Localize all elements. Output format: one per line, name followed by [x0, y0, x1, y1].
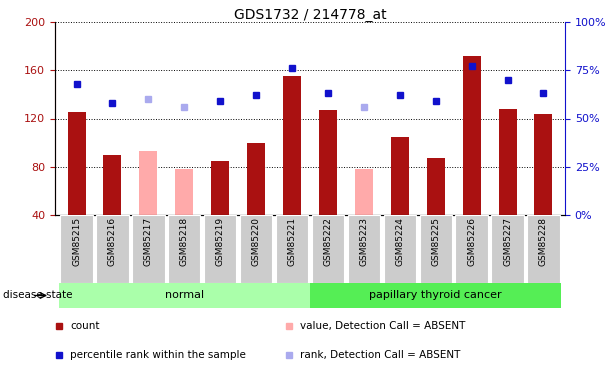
- Text: GSM85215: GSM85215: [72, 217, 81, 266]
- Text: GSM85221: GSM85221: [288, 217, 297, 266]
- Text: GSM85219: GSM85219: [216, 217, 225, 266]
- Bar: [312, 215, 344, 283]
- Text: GSM85222: GSM85222: [323, 217, 333, 266]
- Text: GSM85223: GSM85223: [359, 217, 368, 266]
- Bar: [60, 215, 92, 283]
- Bar: [384, 215, 416, 283]
- Bar: [455, 215, 488, 283]
- Bar: [527, 215, 559, 283]
- Text: normal: normal: [165, 291, 204, 300]
- Text: GSM85220: GSM85220: [252, 217, 261, 266]
- Text: GSM85217: GSM85217: [144, 217, 153, 266]
- Text: GSM85225: GSM85225: [431, 217, 440, 266]
- Bar: [247, 142, 265, 215]
- Text: GSM85224: GSM85224: [395, 217, 404, 266]
- Bar: [240, 215, 272, 283]
- Bar: [139, 151, 157, 215]
- Bar: [67, 112, 86, 215]
- Bar: [276, 215, 308, 283]
- Text: rank, Detection Call = ABSENT: rank, Detection Call = ABSENT: [300, 350, 460, 360]
- Bar: [427, 158, 444, 215]
- Text: GSM85228: GSM85228: [539, 217, 548, 266]
- Bar: [463, 56, 480, 215]
- Bar: [310, 283, 561, 308]
- Text: GSM85218: GSM85218: [180, 217, 189, 266]
- Bar: [283, 76, 301, 215]
- Bar: [211, 161, 229, 215]
- Text: disease state: disease state: [3, 291, 72, 300]
- Bar: [168, 215, 201, 283]
- Bar: [499, 109, 517, 215]
- Text: GSM85216: GSM85216: [108, 217, 117, 266]
- Text: percentile rank within the sample: percentile rank within the sample: [71, 350, 246, 360]
- Bar: [58, 283, 310, 308]
- Bar: [175, 169, 193, 215]
- Bar: [491, 215, 523, 283]
- Text: GSM85227: GSM85227: [503, 217, 512, 266]
- Bar: [204, 215, 237, 283]
- Text: papillary thyroid cancer: papillary thyroid cancer: [370, 291, 502, 300]
- Bar: [319, 110, 337, 215]
- Text: count: count: [71, 321, 100, 331]
- Bar: [420, 215, 452, 283]
- Bar: [391, 136, 409, 215]
- Bar: [103, 154, 122, 215]
- Bar: [534, 114, 553, 215]
- Bar: [348, 215, 380, 283]
- Text: GSM85226: GSM85226: [467, 217, 476, 266]
- Bar: [355, 169, 373, 215]
- Bar: [132, 215, 165, 283]
- Text: value, Detection Call = ABSENT: value, Detection Call = ABSENT: [300, 321, 465, 331]
- Text: GDS1732 / 214778_at: GDS1732 / 214778_at: [233, 8, 386, 22]
- Bar: [96, 215, 129, 283]
